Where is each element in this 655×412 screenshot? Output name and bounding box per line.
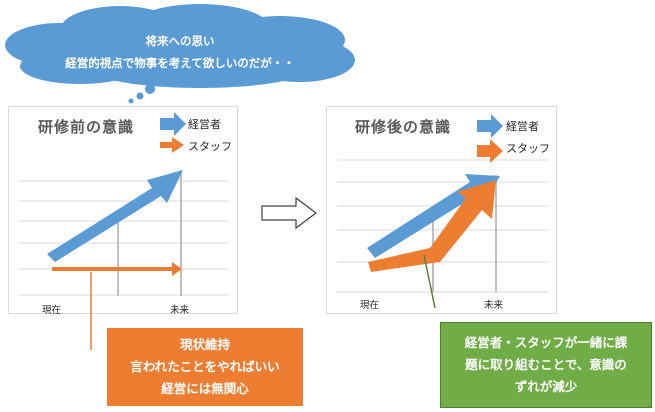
after-legend-arrow-staff [477,139,503,163]
thought-dot-small [128,98,134,104]
thought-bubble-cloud [5,4,355,104]
thought-line-2: 経営的視点で物事を考えて欲しいのだが・・ [65,56,295,70]
after-x-label-future: 未来 [484,300,504,311]
before-legend-arrow-executive [160,112,186,136]
after-callout-line-3: ずれが減少 [514,379,578,394]
before-x-label-future: 未来 [170,305,190,316]
after-legend-label-staff: スタッフ [506,142,550,155]
before-gridlines [18,180,228,296]
after-x-label-now: 現在 [360,300,380,311]
after-callout-connector [423,254,436,309]
after-legend-label-executive: 経営者 [506,120,539,133]
after-legend-arrow-executive [477,114,503,138]
before-legend-label-staff: スタッフ [188,140,232,153]
before-legend-label-executive: 経営者 [188,118,221,131]
before-legend-arrow-staff [160,137,184,153]
before-callout-box: 現状維持 言われたことをやればいい 経営には無関心 [107,328,303,406]
thought-line-1: 将来への思い [145,34,215,48]
before-x-label-now: 現在 [42,305,62,316]
after-callout-line-2: 題に取り組むことで、意識の [465,357,627,372]
before-callout-line-2: 言われたことをやればいい [130,359,280,374]
thought-dot-large [145,84,155,94]
after-callout-line-1: 経営者・スタッフが一緒に課 [464,335,628,350]
before-staff-arrow [52,262,182,276]
before-executive-arrow [47,170,183,262]
before-callout-line-1: 現状維持 [179,337,230,352]
after-staff-arrow [368,180,496,272]
thought-dot-medium [136,92,144,100]
after-chart-title: 研修後の意識 [355,118,452,136]
after-callout-box: 経営者・スタッフが一緒に課 題に取り組むことで、意識の ずれが減少 [440,322,652,408]
right-outline-arrow-icon [261,196,317,230]
before-chart-title: 研修前の意識 [38,118,135,136]
after-gridlines [337,159,548,293]
before-vertical-markers [117,170,182,296]
before-callout-line-3: 経営には無関心 [161,381,249,396]
